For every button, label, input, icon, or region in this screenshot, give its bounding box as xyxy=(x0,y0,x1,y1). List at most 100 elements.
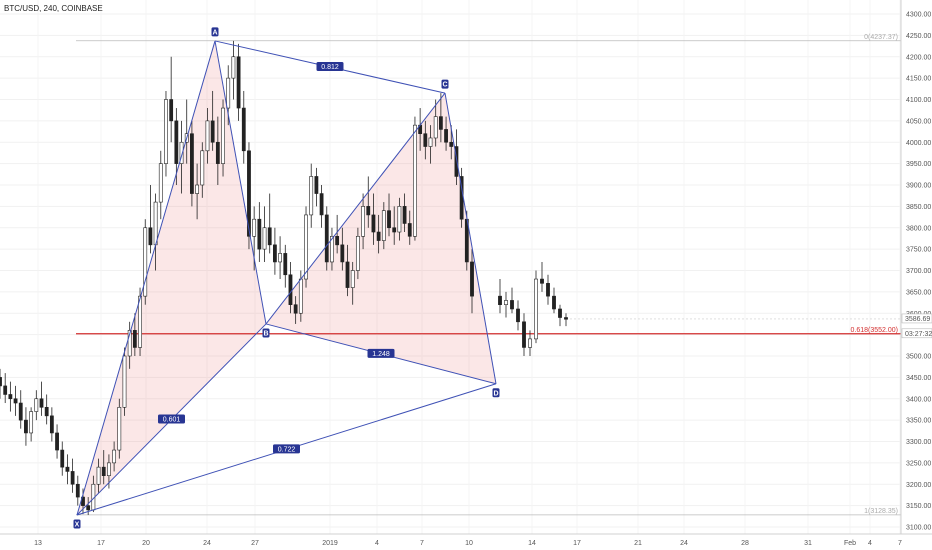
candle-body xyxy=(252,218,257,237)
candle-body xyxy=(444,129,448,143)
candle-body xyxy=(148,227,153,246)
candle-body xyxy=(231,56,236,79)
candle-body xyxy=(70,471,75,485)
y-tick-label: 3400.00 xyxy=(906,396,931,403)
candle-body xyxy=(18,402,23,421)
candle-body xyxy=(34,398,39,412)
cd-line xyxy=(444,93,497,384)
candle-body xyxy=(164,99,168,164)
xa-line xyxy=(76,40,216,516)
x-tick-label: 14 xyxy=(528,540,536,547)
fib-level-label: 1(3128.35) xyxy=(864,508,898,515)
candle-body xyxy=(210,120,215,143)
x-tick-label: 4 xyxy=(868,540,872,547)
last-price-label: 3586.69 xyxy=(905,316,930,323)
ratio-label-bd-bg xyxy=(367,348,395,358)
candle-body xyxy=(257,218,262,250)
ratio-label-ac-bg xyxy=(316,62,344,72)
x-tick-label: 10 xyxy=(465,540,473,547)
y-tick-label: 4250.00 xyxy=(906,33,931,40)
ab-line xyxy=(214,40,267,325)
candle-body xyxy=(190,133,194,194)
candle-body xyxy=(205,120,210,152)
candle-body xyxy=(314,176,319,194)
candle-body xyxy=(387,210,391,229)
x-tick-label: Feb xyxy=(844,540,856,547)
candle-body xyxy=(24,419,28,434)
x-tick-label: 27 xyxy=(251,540,259,547)
candle-body xyxy=(534,278,538,340)
y-tick-label: 4000.00 xyxy=(906,140,931,147)
candle-body xyxy=(3,385,8,395)
x-tick-label: 4 xyxy=(375,540,379,547)
candle-body xyxy=(428,137,433,147)
candle-body xyxy=(522,321,526,348)
y-tick-label: 4200.00 xyxy=(906,54,931,61)
candle-body xyxy=(132,330,137,348)
candle-body xyxy=(564,317,568,320)
candle-body xyxy=(324,214,329,263)
chart-title: BTC/USD, 240, COINBASE xyxy=(4,4,103,13)
y-tick-label: 4150.00 xyxy=(906,76,931,83)
candle-body xyxy=(13,398,18,404)
y-tick-label: 3350.00 xyxy=(906,418,931,425)
candle-body xyxy=(221,107,225,164)
ratio-label-xb: 0.601 xyxy=(163,416,181,423)
point-label-bg-b xyxy=(262,328,270,338)
ratio-label-xd-bg xyxy=(273,444,300,454)
candle-body xyxy=(117,406,122,451)
y-tick-label: 3900.00 xyxy=(906,183,931,190)
candle-body xyxy=(138,295,142,348)
candle-body xyxy=(273,244,277,263)
y-tick-label: 3850.00 xyxy=(906,204,931,211)
y-tick-label: 3450.00 xyxy=(906,375,931,382)
candle-body xyxy=(241,107,246,152)
point-label-x: X xyxy=(75,522,80,529)
candle-body xyxy=(350,270,355,288)
candle-body xyxy=(247,150,251,237)
candle-body xyxy=(552,295,556,310)
candle-body xyxy=(528,338,532,348)
candle-body xyxy=(29,411,34,434)
candle-body xyxy=(96,466,101,485)
candle-body xyxy=(55,432,59,451)
candle-layer xyxy=(0,40,568,516)
candle-body xyxy=(470,261,474,297)
candle-body xyxy=(392,227,397,233)
candle-body xyxy=(371,214,376,233)
candle-body xyxy=(407,223,412,237)
y-tick-label: 4300.00 xyxy=(906,12,931,19)
candle-body xyxy=(366,206,371,216)
candle-body xyxy=(195,184,199,194)
point-label-bg-a xyxy=(211,27,219,37)
candle-body xyxy=(262,227,267,250)
candle-body xyxy=(293,304,298,314)
candle-body xyxy=(179,141,184,164)
candle-body xyxy=(278,253,282,263)
fib-level-label: 0.618(3552.00) xyxy=(851,327,898,334)
candle-body xyxy=(540,278,544,284)
candle-body xyxy=(122,355,127,408)
candle-body xyxy=(340,244,345,263)
candle-body xyxy=(381,210,386,241)
candle-body xyxy=(376,231,381,241)
candle-body xyxy=(397,206,402,233)
ratio-label-xd: 0.722 xyxy=(278,446,296,453)
x-tick-label: 20 xyxy=(142,540,150,547)
y-tick-label: 3950.00 xyxy=(906,161,931,168)
candle-body xyxy=(200,150,205,186)
candle-body xyxy=(107,462,111,476)
x-tick-label: 31 xyxy=(804,540,812,547)
y-tick-label: 3800.00 xyxy=(906,225,931,232)
candle-body xyxy=(169,99,174,122)
candle-body xyxy=(158,163,163,203)
y-tick-label: 3150.00 xyxy=(906,503,931,510)
y-tick-label: 3200.00 xyxy=(906,482,931,489)
y-tick-label: 4100.00 xyxy=(906,97,931,104)
candle-body xyxy=(215,141,220,164)
candle-body xyxy=(39,398,44,408)
point-label-bg-d xyxy=(492,388,500,398)
grid-layer xyxy=(0,0,901,534)
